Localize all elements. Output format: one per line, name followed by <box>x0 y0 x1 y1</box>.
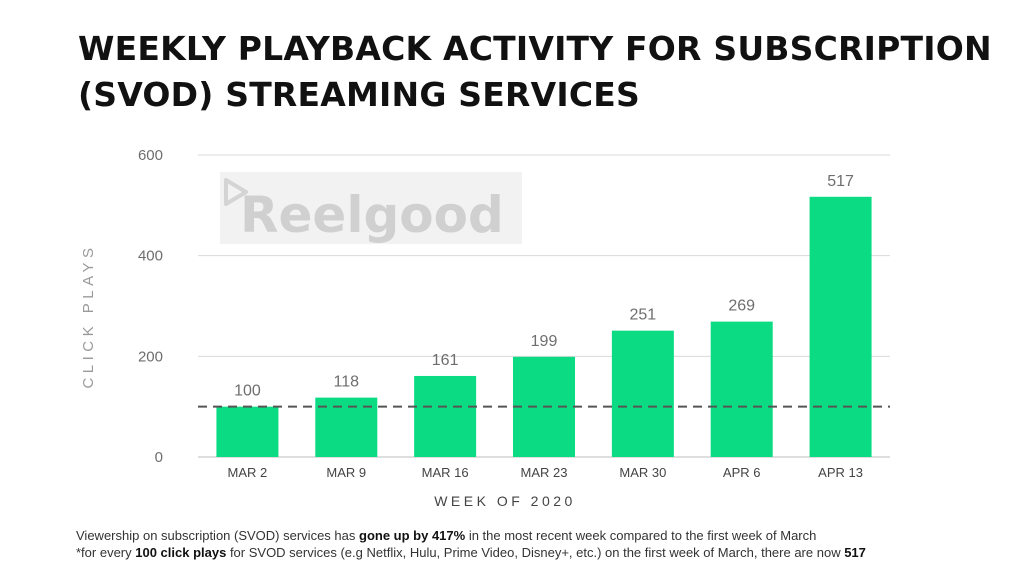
gridlines <box>198 154 890 458</box>
footnote-line-2-text: *for every <box>76 545 136 560</box>
data-label: 100 <box>234 383 261 400</box>
y-axis-label: CLICK PLAYS <box>80 243 97 388</box>
chart-title: WEEKLY PLAYBACK ACTIVITY FOR SUBSCRIPTIO… <box>78 26 992 118</box>
x-tick-label: MAR 9 <box>326 465 366 480</box>
data-label: 517 <box>827 173 854 190</box>
chart-title-line-2: (SVOD) STREAMING SERVICES <box>78 75 640 114</box>
x-tick-label: MAR 2 <box>228 465 268 480</box>
x-tick-label: MAR 23 <box>521 465 568 480</box>
footnote-line-2-mid: for SVOD services (e.g Netflix, Hulu, Pr… <box>226 545 845 560</box>
x-tick-label: APR 6 <box>723 465 761 480</box>
bar <box>809 196 872 457</box>
y-tick-label: 400 <box>138 248 163 265</box>
footnote-highlight-baseline: 100 click plays <box>135 545 227 560</box>
y-axis-ticks: 0 200 400 600 <box>138 147 163 466</box>
footnote-line-1: Viewership on subscription (SVOD) servic… <box>76 527 1016 544</box>
data-label: 199 <box>531 333 558 350</box>
bar <box>611 330 674 457</box>
data-label: 251 <box>630 307 657 324</box>
x-tick-label: MAR 30 <box>619 465 666 480</box>
bar <box>414 375 477 457</box>
watermark-text: Reelgood <box>240 186 504 244</box>
footnote-highlight-current: 517 <box>844 545 866 560</box>
y-tick-label: 200 <box>138 348 163 365</box>
y-tick-label: 0 <box>155 449 163 466</box>
data-label: 118 <box>334 374 360 391</box>
footnote-line-1-tail: in the most recent week compared to the … <box>465 528 817 543</box>
chart-title-line-1: WEEKLY PLAYBACK ACTIVITY FOR SUBSCRIPTIO… <box>78 29 992 68</box>
x-axis-label: WEEK OF 2020 <box>434 493 576 509</box>
bar <box>710 321 773 457</box>
footnote: Viewership on subscription (SVOD) servic… <box>76 527 1016 561</box>
footnote-line-2: *for every 100 click plays for SVOD serv… <box>76 544 1016 561</box>
play-triangle-icon <box>224 178 248 206</box>
data-label: 269 <box>728 298 755 315</box>
x-tick-label: MAR 16 <box>422 465 469 480</box>
x-tick-label: APR 13 <box>818 465 863 480</box>
watermark-backdrop <box>220 172 522 244</box>
bar <box>216 406 279 457</box>
reelgood-watermark: Reelgood <box>220 172 522 244</box>
data-label: 161 <box>432 352 459 369</box>
footnote-line-1-text: Viewership on subscription (SVOD) servic… <box>76 528 359 543</box>
y-tick-label: 600 <box>138 147 163 164</box>
footnote-highlight-increase: gone up by 417% <box>359 528 466 543</box>
x-axis-ticks: MAR 2 MAR 9 MAR 16 MAR 23 MAR 30 APR 6 APR 13 <box>228 465 863 480</box>
